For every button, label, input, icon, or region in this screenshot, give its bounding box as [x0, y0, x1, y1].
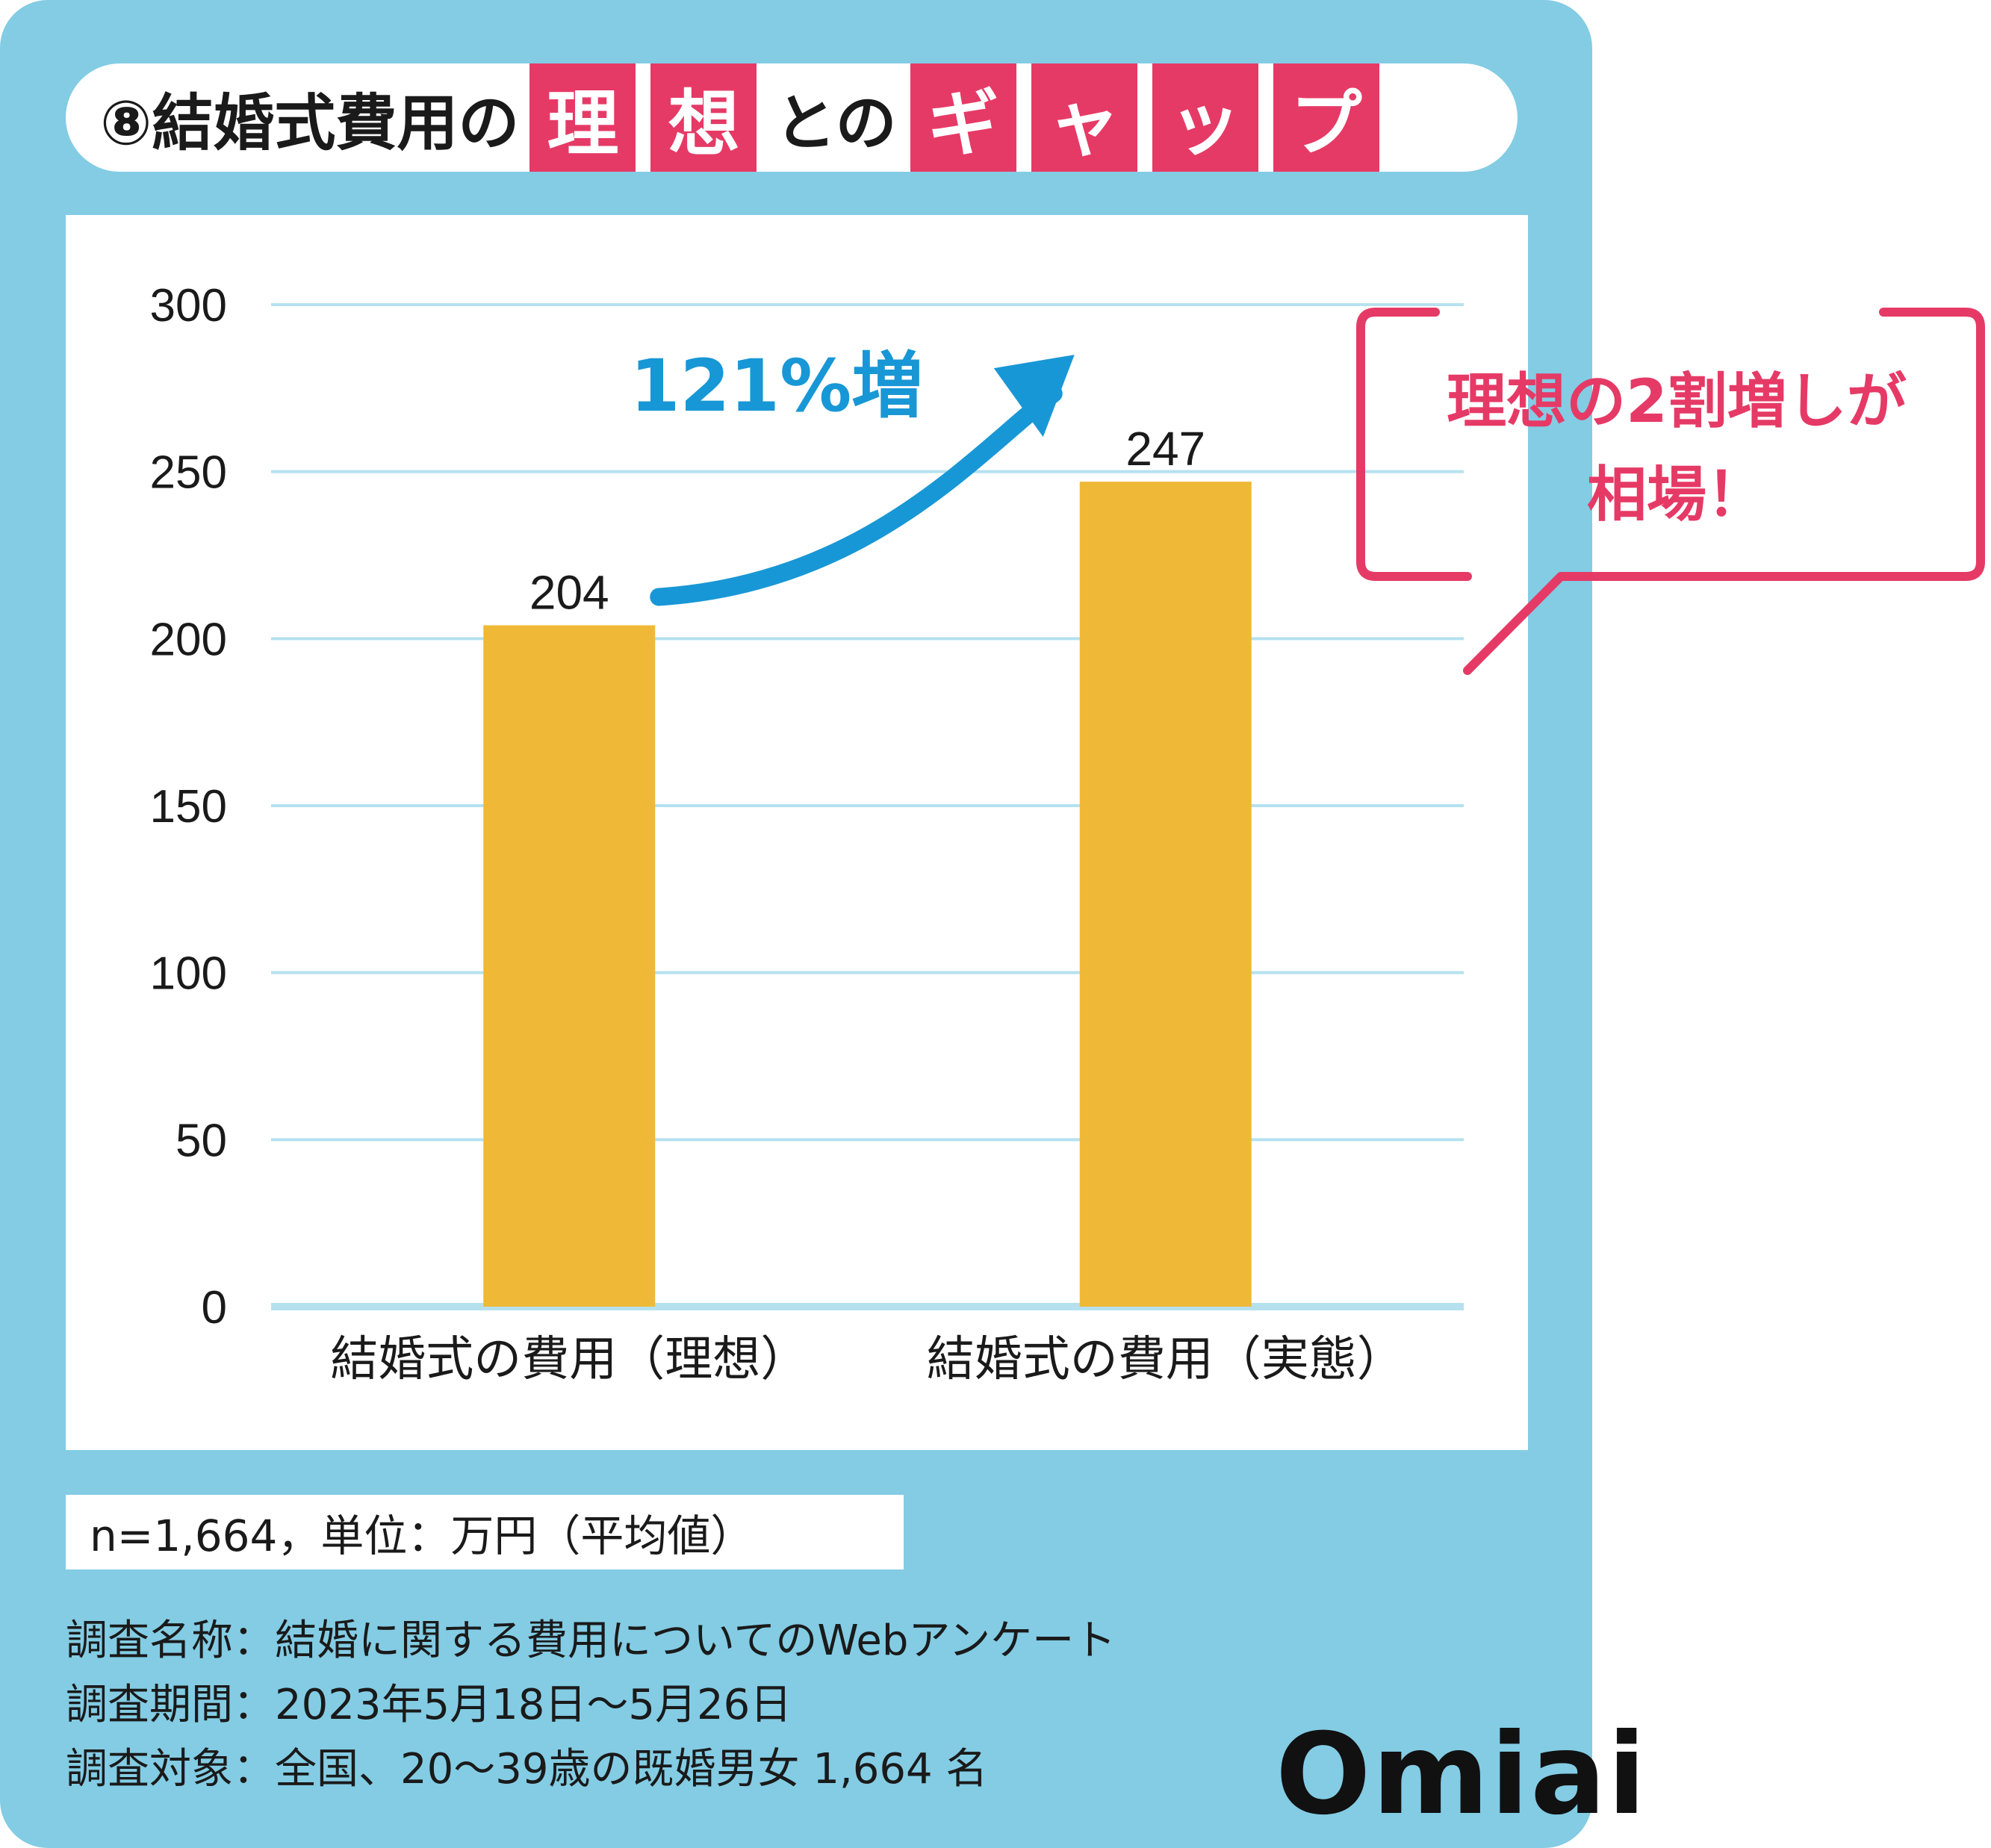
x-category-label: 結婚式の費用（実態） — [927, 1332, 1405, 1387]
bar — [483, 625, 656, 1307]
title-prefix: ⑧結婚式費用の — [100, 88, 520, 159]
survey-name: 調査名称：結婚に関する費用についてのWebアンケート — [66, 1617, 1116, 1665]
title-highlight-char: ギ — [910, 63, 1016, 172]
growth-annotation: 121%増 — [630, 344, 924, 428]
title-highlight-char: ッ — [1152, 63, 1258, 172]
growth-arrow-head — [993, 355, 1075, 438]
y-tick-label: 50 — [176, 1115, 227, 1166]
page-title: ⑧結婚式費用の 理 想 との ギ ャ ッ プ — [97, 63, 1394, 172]
callout-line-1: 理想の2割増しが — [1447, 367, 1907, 436]
survey-period: 調査期間：2023年5月18日～5月26日 — [66, 1681, 792, 1729]
y-tick-label: 0 — [202, 1282, 227, 1334]
bar-value-label: 247 — [1125, 422, 1205, 476]
bar-value-label: 204 — [529, 565, 609, 619]
y-tick-label: 300 — [150, 280, 227, 332]
title-highlight-char: ャ — [1031, 63, 1137, 172]
callout-text: 理想の2割増しが 相場！ — [1367, 355, 1987, 541]
title-highlight-char: 想 — [650, 63, 757, 172]
y-tick-label: 150 — [150, 781, 227, 833]
y-tick-label: 100 — [150, 948, 227, 1000]
omiai-logo: Omiai — [1276, 1710, 1647, 1840]
callout-border — [1356, 308, 1985, 675]
growth-arrow — [650, 385, 1063, 606]
bar-chart: 0 50 100 150 200 250 300 204 結婚式の費用（理想） 247 結婚式の費用… — [150, 280, 1464, 1387]
sample-note: n=1,664，単位：万円（平均値） — [66, 1495, 904, 1569]
callout-line-2: 相場！ — [1587, 460, 1766, 529]
title-middle: との — [774, 88, 897, 159]
infographic-card: ⑧結婚式費用の 理 想 との ギ ャ ッ プ 0 50 100 150 200 250 30… — [0, 0, 1646, 1848]
bar — [1079, 482, 1252, 1307]
title-highlight-char: 理 — [529, 63, 636, 172]
x-category-label: 結婚式の費用（理想） — [330, 1332, 808, 1387]
y-tick-label: 250 — [150, 447, 227, 499]
y-tick-label: 200 — [150, 614, 227, 665]
title-highlight-char: プ — [1273, 63, 1379, 172]
chart-panel: 0 50 100 150 200 250 300 204 結婚式の費用（理想） 247 結婚式の費用… — [66, 215, 1528, 1450]
survey-target: 調査対象：全国、20～39歳の既婚男女 1,664 名 — [66, 1745, 988, 1793]
